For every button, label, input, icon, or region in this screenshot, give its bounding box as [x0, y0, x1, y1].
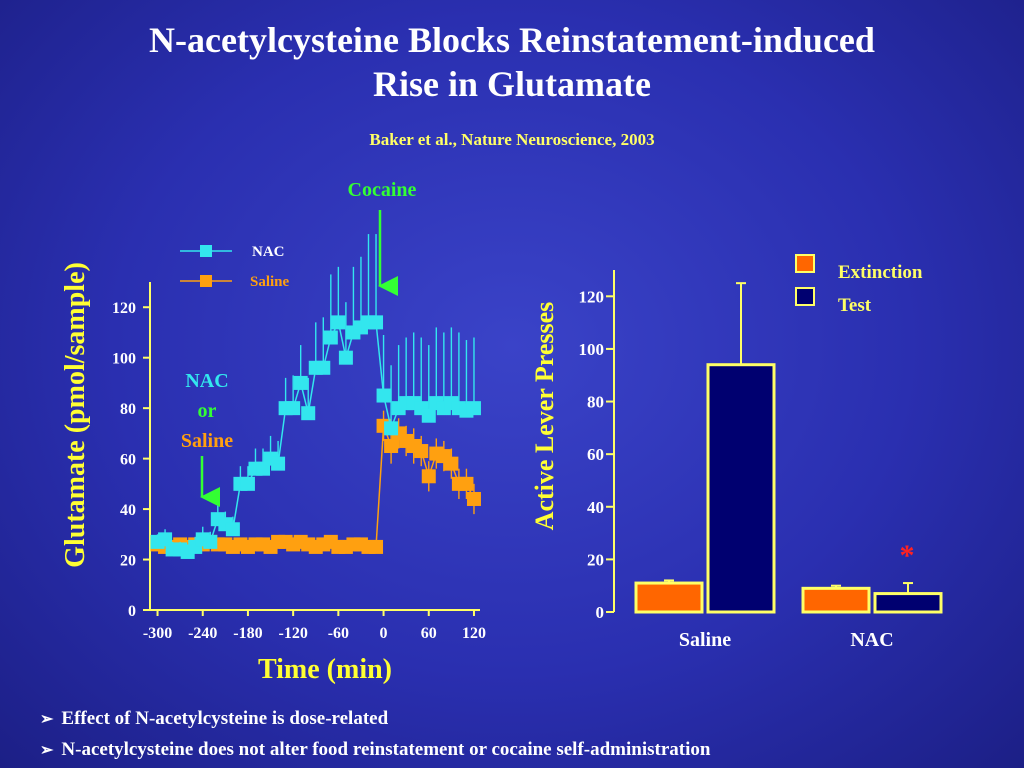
bullet-arrow-icon: ➢: [40, 711, 54, 728]
bar-extinction-nac: [801, 586, 871, 614]
title-line-2: Rise in Glutamate: [373, 64, 651, 104]
line-chart-x-label: Time (min): [258, 654, 392, 685]
legend-saline-label: Saline: [250, 274, 290, 290]
data-point: [316, 360, 331, 375]
data-point: [414, 444, 429, 459]
x-tick-label: -300: [143, 625, 172, 642]
x-tick-label: -240: [188, 625, 217, 642]
y-tick-label: 100: [579, 340, 605, 359]
cocaine-annotation: Cocaine: [348, 179, 417, 201]
data-point: [293, 375, 308, 390]
bar-chart: 0 20 40 60 80 100 120 Saline NAC Active Lever P…: [530, 254, 943, 651]
significance-star: *: [900, 539, 915, 572]
legend-nac-label: NAC: [252, 244, 285, 260]
y-tick-label: 0: [596, 603, 605, 622]
bar-test-saline: [706, 363, 776, 614]
bullet-item: ➢ Effect of N-acetylcysteine is dose-rela…: [40, 704, 710, 735]
data-point: [444, 456, 459, 471]
line-legend: NAC Saline: [180, 244, 290, 290]
legend-nac-marker: [200, 245, 212, 257]
data-point: [459, 476, 474, 491]
data-point: [301, 406, 316, 421]
x-tick-label: 120: [462, 625, 486, 642]
line-chart: 0 20 40 60 80 100 120 -300 -240 -180 -120 -60 0 60 120…: [60, 179, 486, 685]
data-point: [286, 401, 301, 416]
x-tick-label: -60: [328, 625, 349, 642]
y-tick-label: 80: [587, 393, 604, 412]
bar-chart-y-label: Active Lever Presses: [530, 302, 559, 531]
bar-test-nac: [873, 592, 943, 614]
data-point: [331, 315, 346, 330]
y-tick-label: 60: [120, 452, 136, 469]
bullet-arrow-icon: ➢: [40, 742, 54, 759]
legend-extinction-swatch: [795, 254, 815, 273]
data-point: [384, 421, 399, 436]
y-tick-label: 120: [112, 300, 136, 317]
legend-saline-marker: [200, 275, 212, 287]
bullet-text: N-acetylcysteine does not alter food rei…: [61, 739, 711, 760]
data-point: [271, 456, 286, 471]
y-tick-label: 20: [587, 550, 604, 569]
category-label: Saline: [679, 629, 731, 651]
data-point: [376, 388, 391, 403]
bar-legend: Extinction Test: [795, 254, 923, 316]
data-point: [466, 401, 481, 416]
line-chart-y-label: Glutamate (pmol/sample): [60, 262, 91, 568]
data-point: [384, 439, 399, 453]
bullet-item: ➢ N-acetylcysteine does not alter food re…: [40, 735, 710, 766]
title-line-1: N-acetylcysteine Blocks Reinstatement-in…: [149, 20, 875, 60]
legend-test-label: Test: [838, 295, 872, 316]
legend-test-swatch: [795, 287, 815, 306]
data-point: [323, 330, 338, 345]
y-tick-label: 80: [120, 401, 136, 418]
y-tick-label: 40: [120, 502, 136, 519]
y-tick-label: 20: [120, 553, 136, 570]
data-point: [240, 476, 255, 491]
data-point: [466, 491, 481, 506]
y-tick-label: 100: [112, 351, 136, 368]
series-saline: [150, 410, 481, 554]
data-point: [369, 315, 384, 330]
bar-extinction-saline: [634, 581, 704, 614]
data-point: [421, 408, 436, 423]
bullet-list: ➢ Effect of N-acetylcysteine is dose-rela…: [40, 704, 710, 766]
nac-or-saline-line1: NAC: [185, 370, 228, 392]
y-tick-label: 0: [128, 603, 136, 620]
data-point: [338, 350, 353, 365]
x-tick-label: -120: [278, 625, 307, 642]
category-label: NAC: [850, 629, 893, 651]
nac-or-saline-line2: or: [198, 400, 217, 422]
data-point: [369, 539, 384, 554]
series-nac: [150, 234, 481, 559]
x-tick-label: 60: [421, 625, 437, 642]
slide-title: N-acetylcysteine Blocks Reinstatement-in…: [0, 18, 1024, 106]
citation: Baker et al., Nature Neuroscience, 2003: [369, 130, 655, 149]
nac-or-saline-line3: Saline: [181, 430, 233, 452]
y-tick-label: 60: [587, 445, 604, 464]
data-point: [203, 534, 218, 549]
data-point: [225, 522, 240, 537]
bullet-text: Effect of N-acetylcysteine is dose-relat…: [61, 708, 389, 729]
x-tick-label: -180: [233, 625, 262, 642]
legend-extinction-label: Extinction: [838, 262, 923, 283]
y-tick-label: 40: [587, 498, 604, 517]
data-point: [421, 469, 436, 484]
y-tick-label: 120: [579, 287, 605, 306]
x-tick-label: 0: [380, 625, 388, 642]
